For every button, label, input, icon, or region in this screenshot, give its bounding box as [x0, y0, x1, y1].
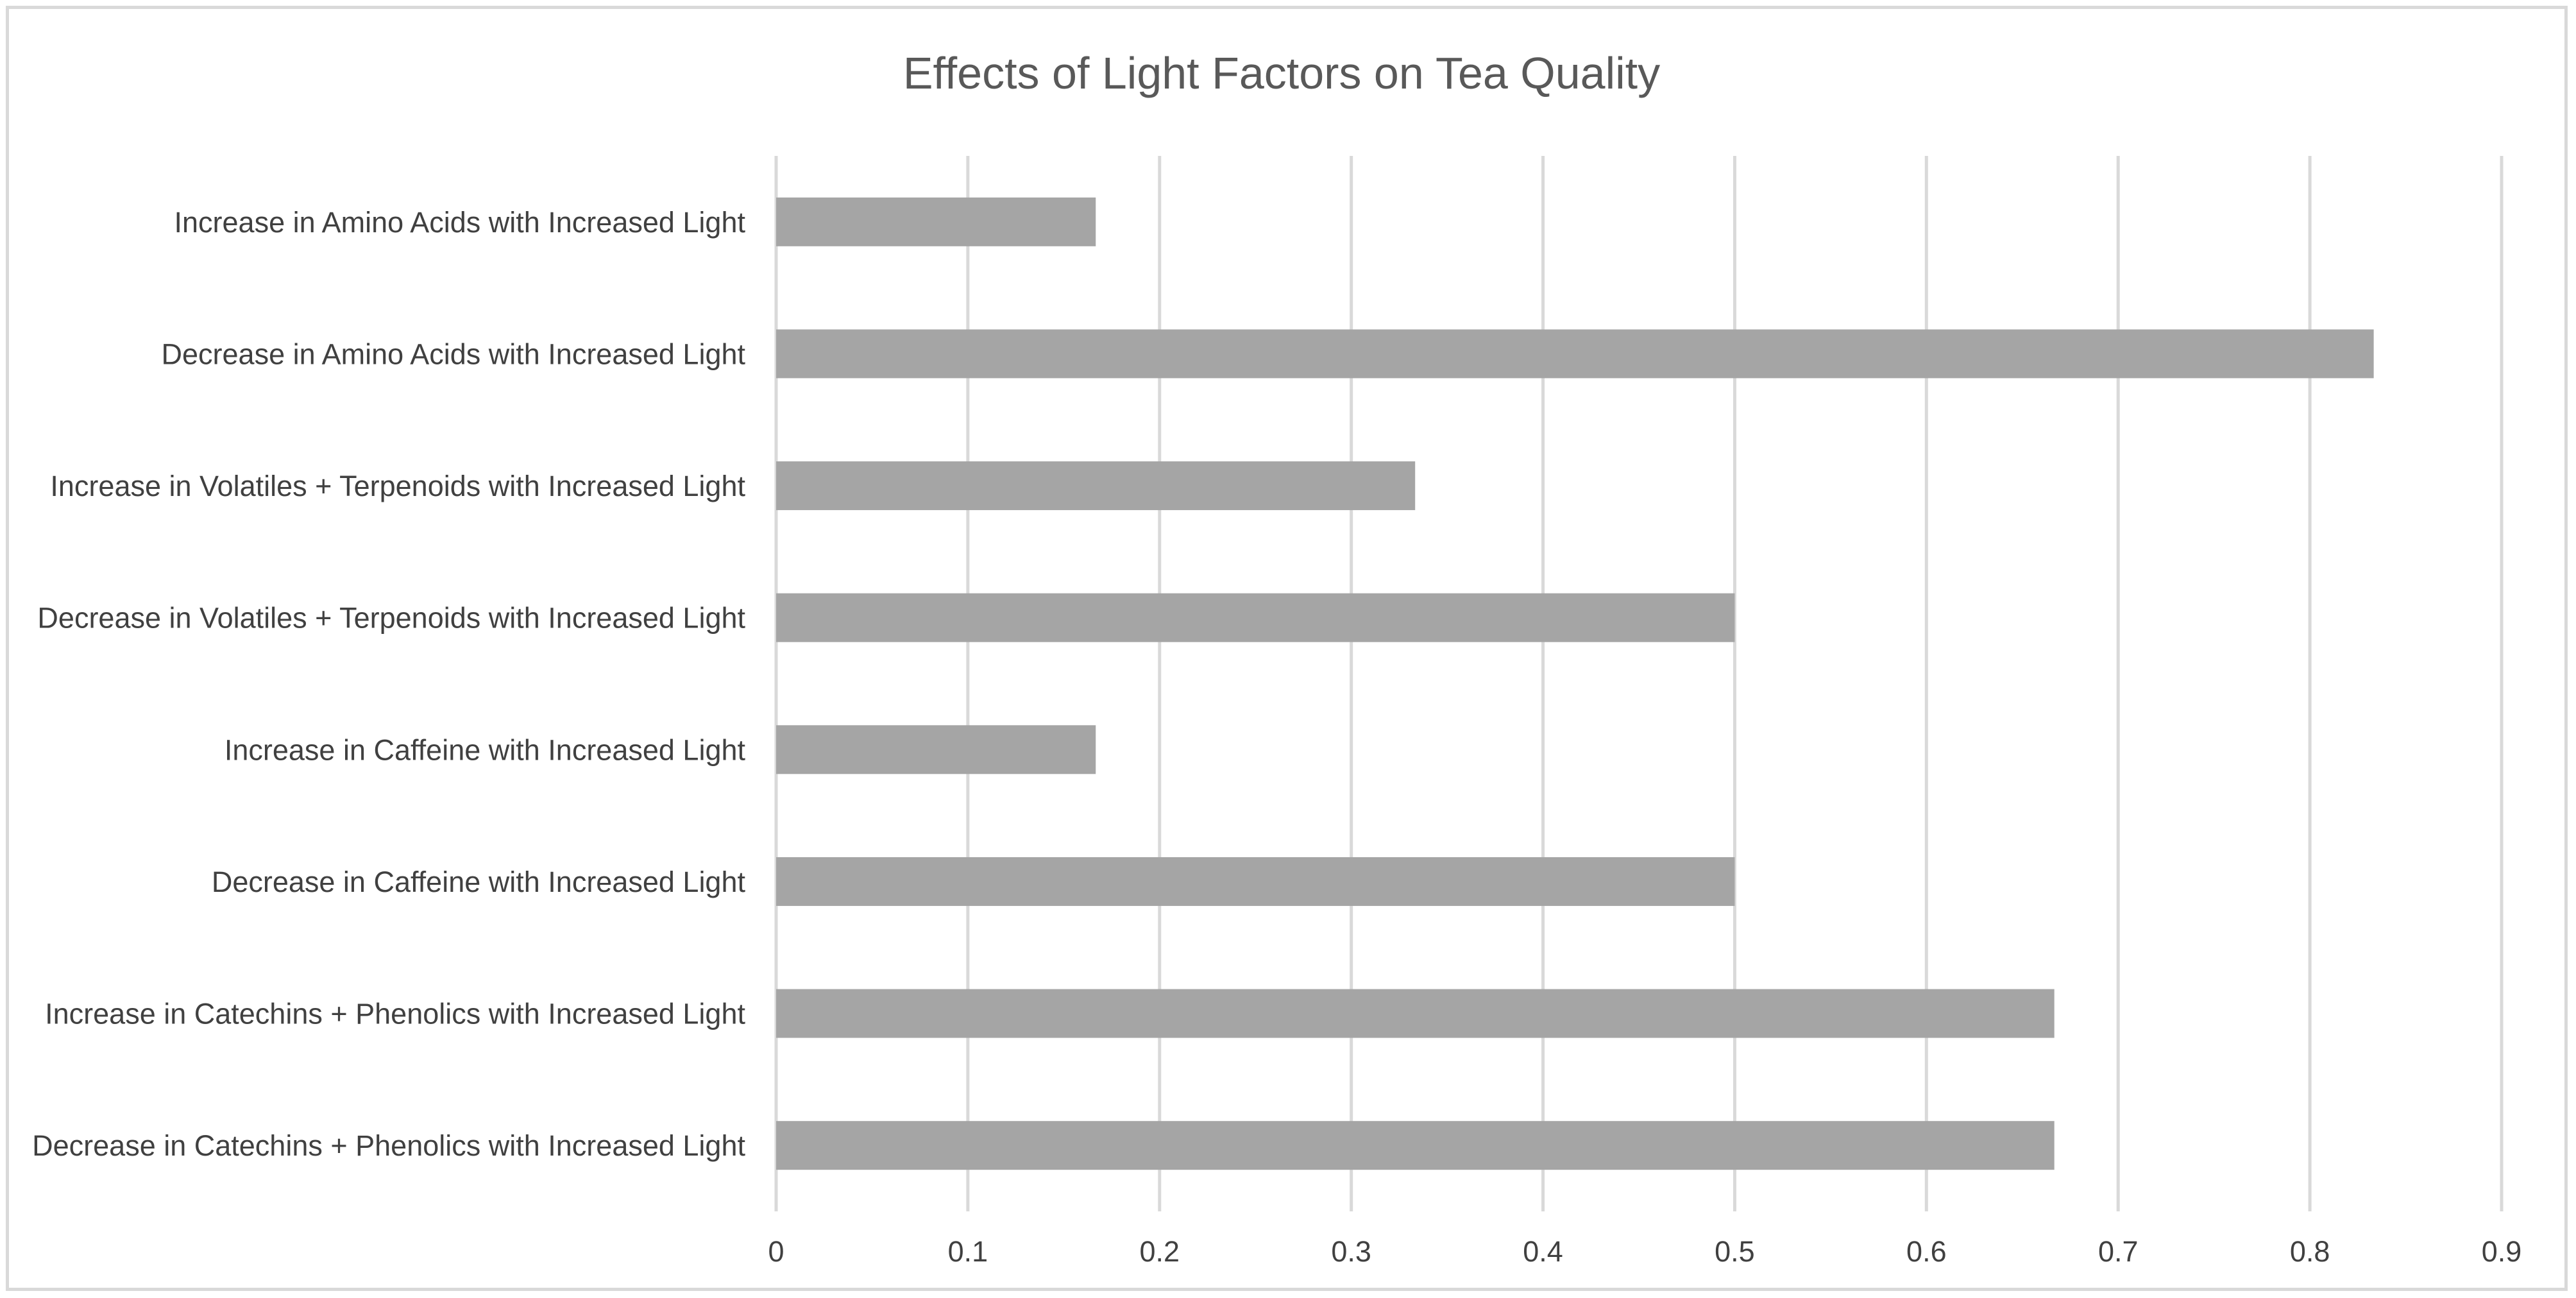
- category-label: Increase in Caffeine with Increased Ligh…: [225, 733, 746, 766]
- category-label: Decrease in Catechins + Phenolics with I…: [32, 1129, 745, 1162]
- x-tick-label: 0.3: [1331, 1235, 1371, 1268]
- x-tick-label: 0.5: [1715, 1235, 1755, 1268]
- x-tick-label: 0.9: [2482, 1235, 2522, 1268]
- chart-frame: [6, 6, 2568, 1291]
- category-label: Decrease in Volatiles + Terpenoids with …: [37, 602, 745, 635]
- bar-3: [776, 593, 1735, 642]
- category-label: Increase in Volatiles + Terpenoids with …: [50, 470, 745, 502]
- x-tick-label: 0.7: [2098, 1235, 2139, 1268]
- bar-2: [776, 461, 1416, 511]
- chart-title: Effects of Light Factors on Tea Quality: [903, 48, 1660, 98]
- bar-5: [776, 857, 1735, 906]
- bar-6: [776, 989, 2055, 1038]
- bar-4: [776, 725, 1096, 774]
- bar-0: [776, 197, 1096, 246]
- x-tick-label: 0.1: [948, 1235, 988, 1268]
- grid-lines: [774, 156, 2504, 1211]
- x-tick-label: 0: [768, 1235, 784, 1268]
- bars: [776, 197, 2374, 1170]
- category-label: Decrease in Caffeine with Increased Ligh…: [212, 866, 746, 898]
- category-label: Decrease in Amino Acids with Increased L…: [162, 337, 746, 370]
- category-label: Increase in Amino Acids with Increased L…: [174, 206, 746, 239]
- x-axis-tick-labels: 0 0.1 0.2 0.3 0.4 0.5 0.6 0.7 0.8 0.9: [768, 1235, 2521, 1268]
- x-tick-label: 0.4: [1523, 1235, 1563, 1268]
- x-tick-label: 0.6: [1906, 1235, 1947, 1268]
- x-tick-label: 0.8: [2290, 1235, 2330, 1268]
- bar-7: [776, 1121, 2055, 1170]
- category-labels: Increase in Amino Acids with Increased L…: [32, 206, 745, 1162]
- category-label: Increase in Catechins + Phenolics with I…: [45, 998, 745, 1030]
- x-tick-label: 0.2: [1139, 1235, 1180, 1268]
- bar-1: [776, 329, 2374, 379]
